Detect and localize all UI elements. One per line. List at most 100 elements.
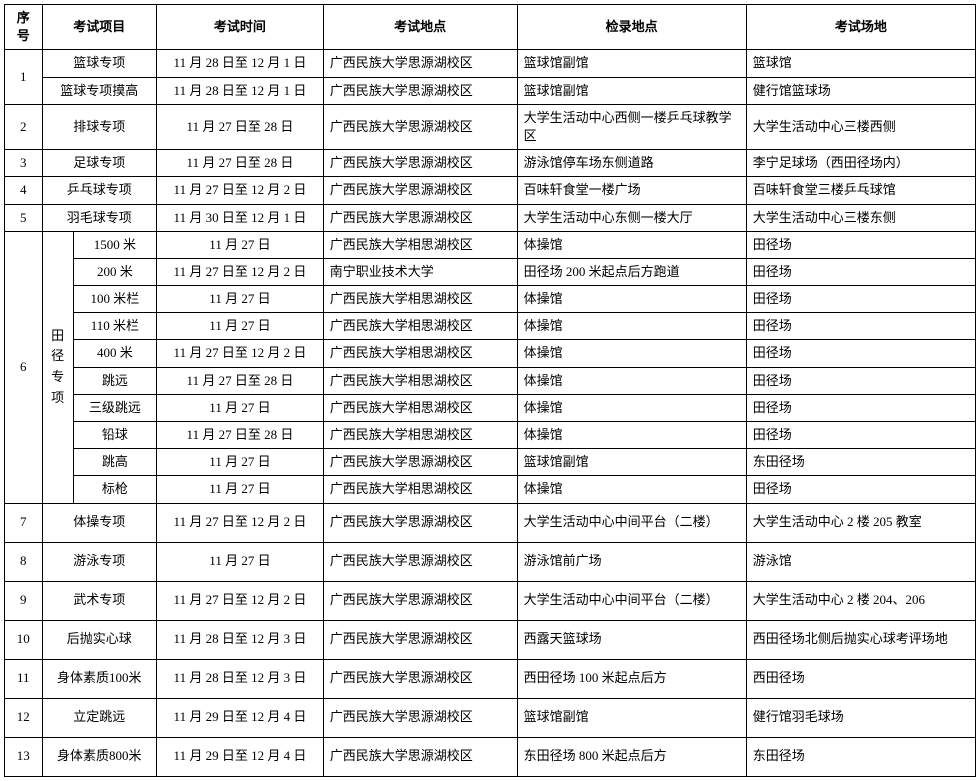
cell-check: 大学生活动中心中间平台（二楼） (517, 503, 746, 542)
cell-seq: 13 (5, 737, 43, 776)
table-row: 8游泳专项11 月 27 日广西民族大学思源湖校区游泳馆前广场游泳馆 (5, 542, 976, 581)
cell-venue: 东田径场 (746, 449, 975, 476)
table-row: 跳远11 月 27 日至 28 日广西民族大学相思湖校区体操馆田径场 (5, 367, 976, 394)
cell-item-sub: 跳高 (73, 449, 156, 476)
col-item: 考试项目 (42, 5, 157, 50)
cell-place: 广西民族大学思源湖校区 (323, 659, 517, 698)
table-row: 2排球专项11 月 27 日至 28 日广西民族大学思源湖校区大学生活动中心西侧… (5, 104, 976, 149)
cell-venue: 大学生活动中心 2 楼 205 教室 (746, 503, 975, 542)
cell-seq: 11 (5, 659, 43, 698)
table-row: 1篮球专项11 月 28 日至 12 月 1 日广西民族大学思源湖校区篮球馆副馆… (5, 50, 976, 77)
cell-check: 篮球馆副馆 (517, 77, 746, 104)
cell-venue: 大学生活动中心 2 楼 204、206 (746, 581, 975, 620)
cell-seq: 12 (5, 698, 43, 737)
cell-venue: 田径场 (746, 422, 975, 449)
cell-seq: 3 (5, 150, 43, 177)
cell-seq: 2 (5, 104, 43, 149)
cell-check: 体操馆 (517, 476, 746, 503)
exam-schedule-table: 序号 考试项目 考试时间 考试地点 检录地点 考试场地 1篮球专项11 月 28… (4, 4, 976, 777)
cell-item: 足球专项 (42, 150, 157, 177)
cell-check: 篮球馆副馆 (517, 449, 746, 476)
cell-check: 百味轩食堂一楼广场 (517, 177, 746, 204)
cell-venue: 田径场 (746, 286, 975, 313)
cell-item: 后抛实心球 (42, 620, 157, 659)
cell-place: 广西民族大学思源湖校区 (323, 581, 517, 620)
cell-time: 11 月 29 日至 12 月 4 日 (157, 698, 324, 737)
table-row: 11身体素质100米11 月 28 日至 12 月 3 日广西民族大学思源湖校区… (5, 659, 976, 698)
cell-seq: 6 (5, 231, 43, 503)
cell-place: 广西民族大学相思湖校区 (323, 394, 517, 421)
cell-check: 大学生活动中心中间平台（二楼） (517, 581, 746, 620)
cell-time: 11 月 27 日至 28 日 (157, 150, 324, 177)
table-row: 铅球11 月 27 日至 28 日广西民族大学相思湖校区体操馆田径场 (5, 422, 976, 449)
cell-item-sub: 跳远 (73, 367, 156, 394)
cell-item-sub: 400 米 (73, 340, 156, 367)
cell-time: 11 月 28 日至 12 月 1 日 (157, 77, 324, 104)
cell-place: 广西民族大学思源湖校区 (323, 620, 517, 659)
cell-time: 11 月 28 日至 12 月 1 日 (157, 50, 324, 77)
cell-time: 11 月 27 日 (157, 286, 324, 313)
cell-place: 广西民族大学思源湖校区 (323, 542, 517, 581)
cell-item: 排球专项 (42, 104, 157, 149)
cell-time: 11 月 27 日至 28 日 (157, 367, 324, 394)
cell-item-sub: 铅球 (73, 422, 156, 449)
cell-venue: 西田径场北侧后抛实心球考评场地 (746, 620, 975, 659)
cell-time: 11 月 27 日至 12 月 2 日 (157, 177, 324, 204)
cell-time: 11 月 27 日 (157, 449, 324, 476)
cell-time: 11 月 27 日至 12 月 2 日 (157, 340, 324, 367)
cell-place: 广西民族大学相思湖校区 (323, 367, 517, 394)
cell-check: 游泳馆停车场东侧道路 (517, 150, 746, 177)
cell-time: 11 月 27 日 (157, 313, 324, 340)
table-body: 1篮球专项11 月 28 日至 12 月 1 日广西民族大学思源湖校区篮球馆副馆… (5, 50, 976, 776)
cell-time: 11 月 27 日至 12 月 2 日 (157, 503, 324, 542)
table-row: 6田径专项1500 米11 月 27 日广西民族大学相思湖校区体操馆田径场 (5, 231, 976, 258)
cell-item: 篮球专项 (42, 50, 157, 77)
cell-item-sub: 110 米栏 (73, 313, 156, 340)
table-row: 跳高11 月 27 日广西民族大学思源湖校区篮球馆副馆东田径场 (5, 449, 976, 476)
cell-check: 田径场 200 米起点后方跑道 (517, 258, 746, 285)
cell-venue: 篮球馆 (746, 50, 975, 77)
cell-time: 11 月 27 日 (157, 394, 324, 421)
cell-venue: 田径场 (746, 340, 975, 367)
cell-check: 大学生活动中心东侧一楼大厅 (517, 204, 746, 231)
col-venue: 考试场地 (746, 5, 975, 50)
col-check: 检录地点 (517, 5, 746, 50)
cell-item-sub: 标枪 (73, 476, 156, 503)
cell-check: 体操馆 (517, 313, 746, 340)
cell-venue: 田径场 (746, 258, 975, 285)
table-row: 12立定跳远11 月 29 日至 12 月 4 日广西民族大学思源湖校区篮球馆副… (5, 698, 976, 737)
cell-place: 广西民族大学思源湖校区 (323, 204, 517, 231)
cell-place: 广西民族大学相思湖校区 (323, 476, 517, 503)
cell-seq: 1 (5, 50, 43, 104)
cell-item-group: 田径专项 (42, 231, 73, 503)
cell-item-sub: 200 米 (73, 258, 156, 285)
cell-check: 篮球馆副馆 (517, 698, 746, 737)
cell-place: 广西民族大学相思湖校区 (323, 422, 517, 449)
cell-item: 羽毛球专项 (42, 204, 157, 231)
cell-seq: 10 (5, 620, 43, 659)
table-row: 3足球专项11 月 27 日至 28 日广西民族大学思源湖校区游泳馆停车场东侧道… (5, 150, 976, 177)
cell-check: 西田径场 100 米起点后方 (517, 659, 746, 698)
cell-time: 11 月 27 日 (157, 542, 324, 581)
cell-item: 篮球专项摸高 (42, 77, 157, 104)
cell-venue: 健行馆羽毛球场 (746, 698, 975, 737)
cell-check: 西露天篮球场 (517, 620, 746, 659)
cell-venue: 游泳馆 (746, 542, 975, 581)
cell-seq: 8 (5, 542, 43, 581)
table-row: 200 米11 月 27 日至 12 月 2 日南宁职业技术大学田径场 200 … (5, 258, 976, 285)
table-row: 13身体素质800米11 月 29 日至 12 月 4 日广西民族大学思源湖校区… (5, 737, 976, 776)
cell-venue: 大学生活动中心三楼西侧 (746, 104, 975, 149)
cell-time: 11 月 29 日至 12 月 4 日 (157, 737, 324, 776)
cell-place: 广西民族大学思源湖校区 (323, 50, 517, 77)
table-row: 三级跳远11 月 27 日广西民族大学相思湖校区体操馆田径场 (5, 394, 976, 421)
cell-venue: 李宁足球场（西田径场内） (746, 150, 975, 177)
cell-place: 广西民族大学思源湖校区 (323, 698, 517, 737)
cell-venue: 田径场 (746, 394, 975, 421)
col-place: 考试地点 (323, 5, 517, 50)
cell-item-sub: 1500 米 (73, 231, 156, 258)
cell-item: 立定跳远 (42, 698, 157, 737)
cell-venue: 田径场 (746, 476, 975, 503)
cell-time: 11 月 28 日至 12 月 3 日 (157, 659, 324, 698)
cell-venue: 百味轩食堂三楼乒乓球馆 (746, 177, 975, 204)
cell-check: 体操馆 (517, 367, 746, 394)
